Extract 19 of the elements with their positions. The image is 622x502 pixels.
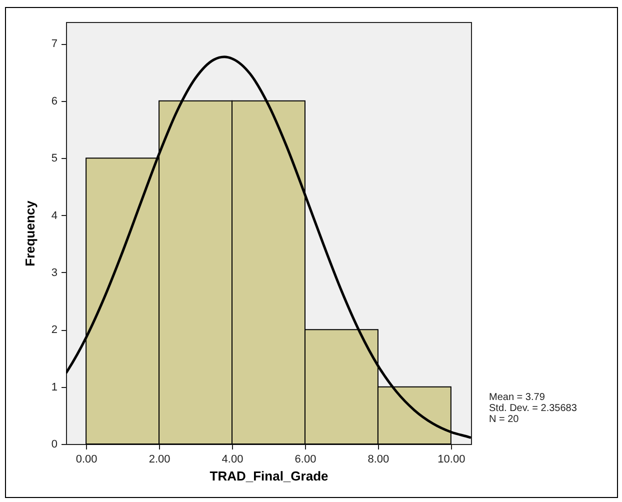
x-tick-label: 6.00: [294, 454, 316, 466]
y-tick-label: 5: [51, 152, 58, 165]
y-tick-label: 1: [51, 381, 58, 394]
y-axis-title: Frequency: [22, 200, 38, 266]
y-tick-label: 3: [51, 266, 58, 279]
y-tick-label: 4: [51, 210, 58, 222]
x-axis-title: TRAD_Final_Grade: [210, 468, 328, 484]
x-tick-label: 4.00: [222, 454, 244, 466]
y-tick-label: 0: [51, 438, 58, 450]
text: Std. Dev. = 2.35683: [489, 403, 578, 414]
y-tick-label: 6: [51, 95, 58, 108]
y-tick-label: 2: [51, 324, 58, 336]
text: Mean = 3.79: [489, 392, 546, 403]
y-tick-label: 7: [51, 38, 58, 50]
x-tick-label: 0.00: [76, 454, 98, 466]
x-tick-label: 10.00: [438, 454, 466, 466]
x-tick-label: 8.00: [368, 454, 390, 466]
text: N = 20: [489, 414, 520, 425]
x-tick-label: 2.00: [148, 454, 170, 466]
